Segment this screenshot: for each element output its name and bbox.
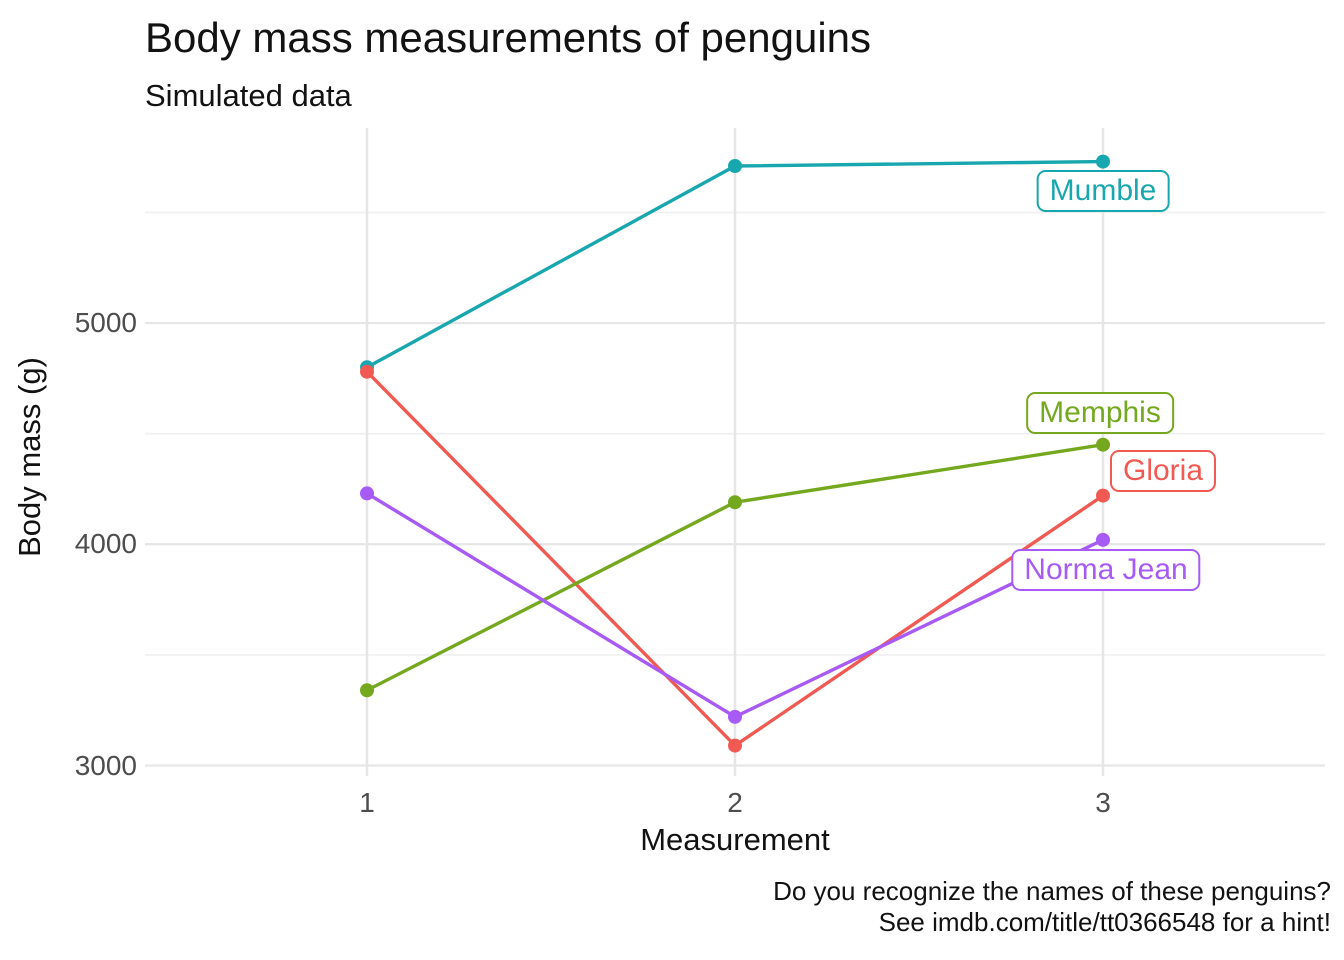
x-axis-title: Measurement: [640, 822, 830, 857]
y-tick-label-4000: 4000: [74, 528, 137, 560]
data-point-memphis: [1096, 437, 1110, 452]
y-axis-title: Body mass (g): [12, 357, 47, 557]
data-point-memphis: [360, 683, 374, 698]
x-tick-label-2: 2: [727, 787, 743, 818]
series-label-norma-jean: Norma Jean: [1011, 549, 1201, 591]
series-label-memphis: Memphis: [1026, 392, 1174, 434]
chart-subtitle: Simulated data: [145, 78, 352, 113]
chart-caption: Do you recognize the names of these peng…: [773, 876, 1331, 938]
data-point-norma-jean: [728, 709, 742, 724]
series-label-gloria: Gloria: [1109, 450, 1217, 492]
data-point-memphis: [728, 495, 742, 510]
data-point-gloria: [360, 364, 374, 379]
data-point-gloria: [1096, 488, 1110, 503]
data-point-gloria: [728, 738, 742, 753]
x-tick-label-3: 3: [1095, 787, 1111, 818]
data-point-mumble: [1096, 154, 1110, 169]
y-tick-label-3000: 3000: [74, 749, 137, 781]
data-point-norma-jean: [360, 486, 374, 501]
chart-title: Body mass measurements of penguins: [145, 14, 872, 61]
caption-line-2: See imdb.com/title/tt0366548 for a hint!: [878, 907, 1331, 937]
series-label-mumble: Mumble: [1036, 170, 1170, 212]
caption-line-1: Do you recognize the names of these peng…: [773, 876, 1331, 906]
data-point-norma-jean: [1096, 532, 1110, 547]
y-tick-label-5000: 5000: [74, 307, 137, 339]
x-tick-label-1: 1: [359, 787, 375, 818]
data-point-mumble: [728, 158, 742, 173]
